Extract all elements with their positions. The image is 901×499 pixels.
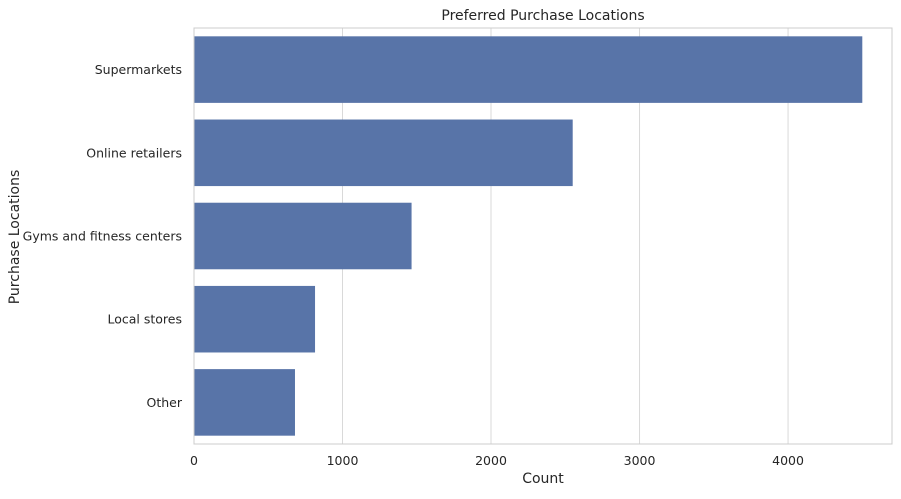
x-tick-label-0: 0 [190, 453, 198, 468]
bar-0 [194, 36, 863, 103]
y-tick-label-2: Gyms and fitness centers [23, 229, 182, 244]
bars [194, 36, 863, 436]
bar-4 [194, 369, 295, 436]
y-tick-label-3: Local stores [108, 312, 183, 327]
x-tick-label-4: 4000 [772, 453, 804, 468]
y-tick-label-0: Supermarkets [95, 62, 182, 77]
x-tick-labels: 0 1000 2000 3000 4000 [190, 453, 804, 468]
plot-frame [193, 27, 893, 445]
bar-2 [194, 202, 412, 270]
y-tick-labels: Supermarkets Online retailers Gyms and fit… [23, 62, 183, 410]
x-tick-label-2: 2000 [475, 453, 507, 468]
bar-3 [194, 285, 316, 353]
chart-title: Preferred Purchase Locations [441, 8, 644, 24]
x-tick-label-1: 1000 [327, 453, 359, 468]
y-axis-label: Purchase Locations [7, 170, 23, 305]
y-tick-label-4: Other [147, 395, 183, 410]
x-tick-label-3: 3000 [624, 453, 656, 468]
x-axis-label: Count [522, 471, 564, 487]
bar-1 [194, 119, 573, 187]
y-tick-label-1: Online retailers [86, 145, 182, 160]
